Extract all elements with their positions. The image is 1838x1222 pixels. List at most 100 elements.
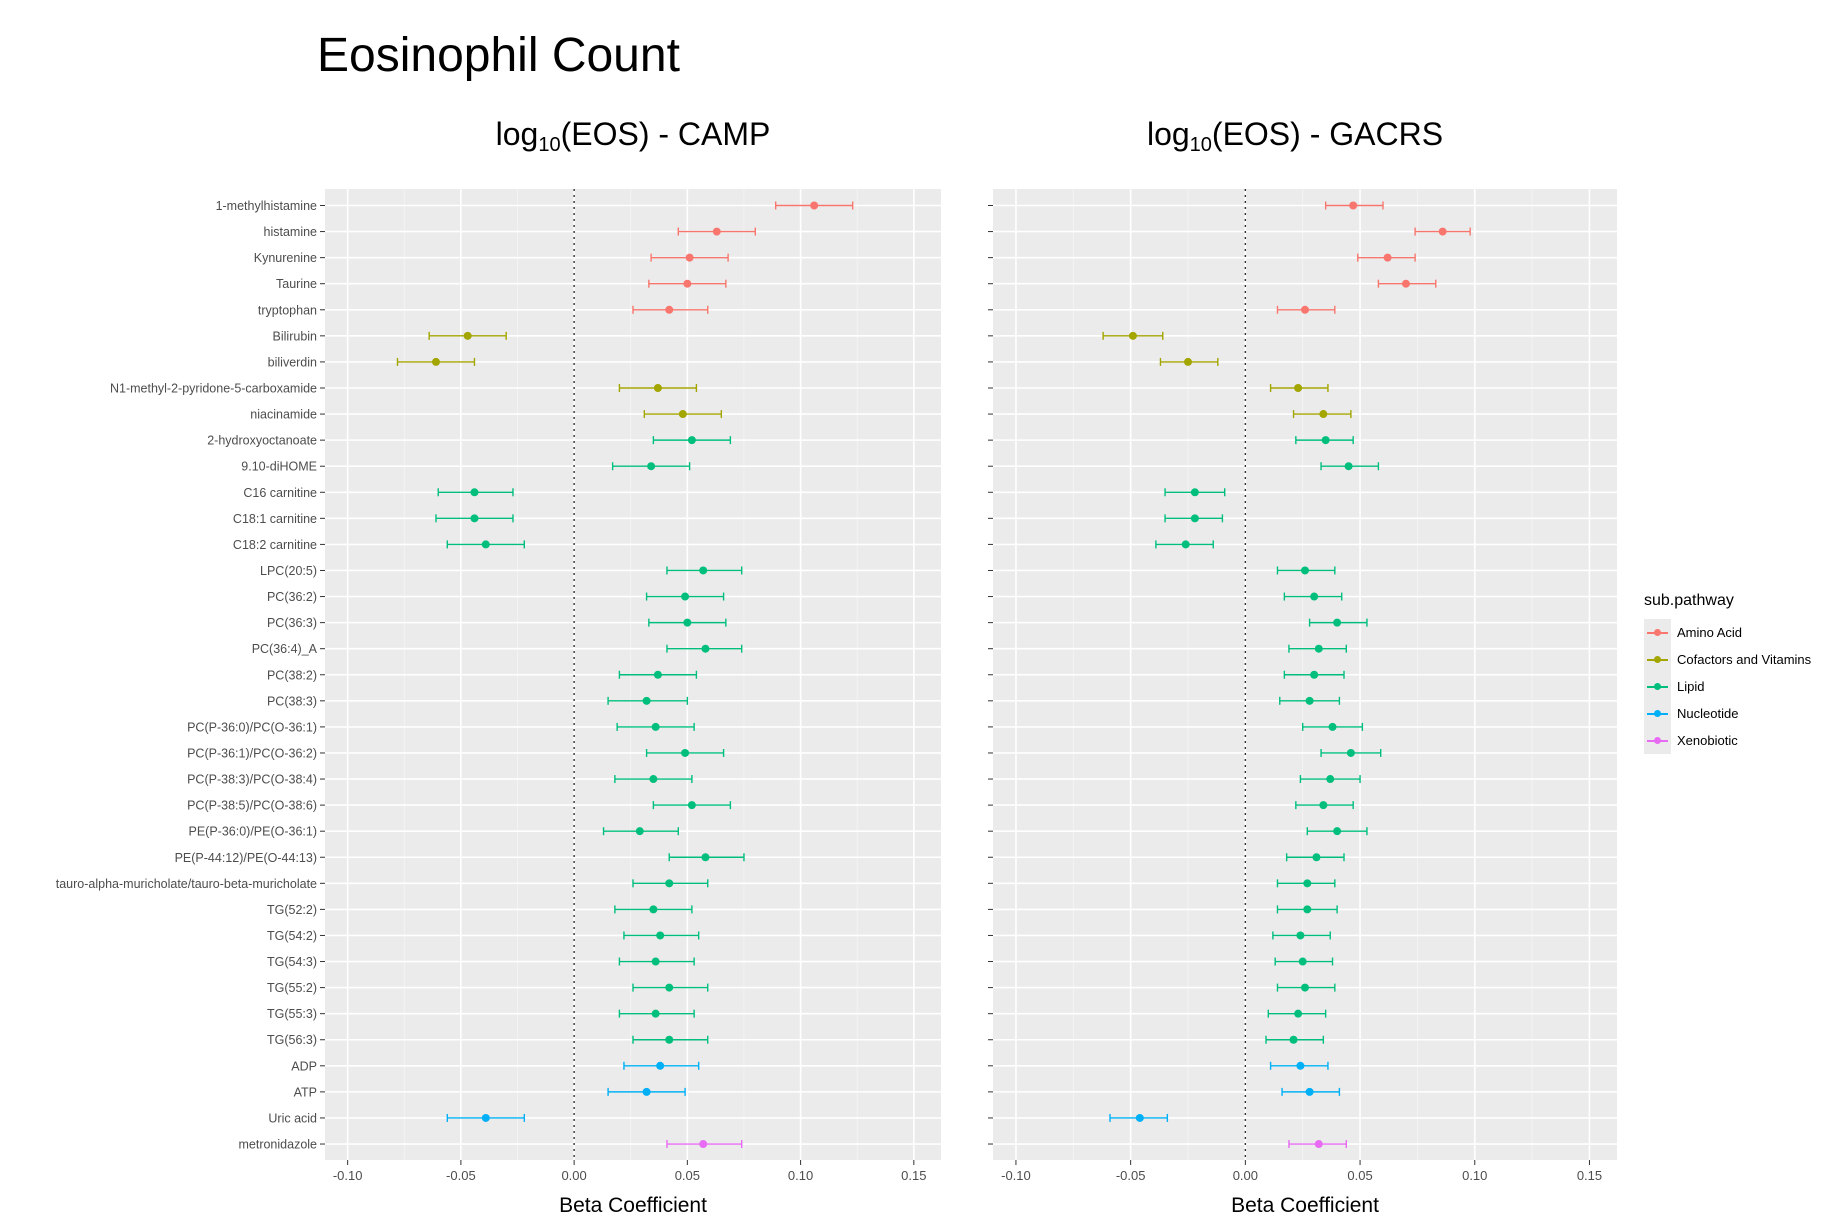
point-estimate	[431, 357, 440, 366]
y-tick-label: histamine	[264, 225, 318, 239]
point-estimate	[651, 1009, 660, 1018]
point-estimate	[1319, 410, 1328, 419]
point-estimate	[1289, 1035, 1298, 1044]
x-tick-label: -0.05	[446, 1168, 476, 1183]
x-tick-label: -0.10	[1001, 1168, 1031, 1183]
x-tick-label: 0.05	[675, 1168, 700, 1183]
x-tick-label: 0.05	[1347, 1168, 1372, 1183]
point-estimate	[1346, 748, 1355, 757]
x-tick-label: 0.00	[1233, 1168, 1258, 1183]
point-estimate	[1190, 488, 1199, 497]
point-estimate	[470, 488, 479, 497]
legend-label: Xenobiotic	[1677, 733, 1738, 748]
x-axis-label: Beta Coefficient	[559, 1194, 707, 1217]
legend-item: Nucleotide	[1644, 700, 1811, 727]
legend-item: Cofactors and Vitamins	[1644, 646, 1811, 673]
point-estimate	[1190, 514, 1199, 523]
panel-title-camp-subscript: 10	[538, 134, 561, 156]
point-estimate	[1326, 775, 1335, 784]
point-estimate	[1296, 931, 1305, 940]
point-estimate	[653, 383, 662, 392]
point-estimate	[681, 592, 690, 601]
point-estimate	[651, 957, 660, 966]
y-tick-label: C18:1 carnitine	[233, 512, 317, 526]
point-estimate	[1333, 618, 1342, 627]
point-estimate	[1303, 905, 1312, 914]
x-tick-label: -0.10	[333, 1168, 363, 1183]
y-tick-label: TG(54:2)	[267, 929, 317, 943]
y-tick-label: PC(36:2)	[267, 590, 317, 604]
legend-key	[1644, 673, 1671, 700]
y-tick-label: biliverdin	[268, 355, 317, 369]
point-estimate	[470, 514, 479, 523]
y-tick-label: Taurine	[276, 277, 317, 291]
point-estimate	[665, 879, 674, 888]
point-estimate	[1294, 383, 1303, 392]
legend-title: sub.pathway	[1644, 592, 1734, 609]
point-estimate	[681, 748, 690, 757]
y-tick-label: C18:2 carnitine	[233, 538, 317, 552]
point-estimate	[678, 410, 687, 419]
legend-label: Cofactors and Vitamins	[1677, 652, 1812, 667]
y-tick-label: PE(P-44:12)/PE(O-44:13)	[175, 851, 317, 865]
point-estimate	[463, 331, 472, 340]
point-estimate	[1438, 227, 1447, 236]
panel-title-gacrs: log10(EOS) - GACRS	[985, 116, 1605, 157]
point-estimate	[1305, 696, 1314, 705]
point-estimate	[635, 827, 644, 836]
x-tick-label: 0.00	[561, 1168, 586, 1183]
point-estimate	[701, 644, 710, 653]
point-estimate	[1314, 644, 1323, 653]
point-estimate	[1303, 879, 1312, 888]
point-estimate	[1135, 1113, 1144, 1122]
legend-item: Xenobiotic	[1644, 727, 1811, 754]
y-tick-label: 1-methylhistamine	[216, 199, 317, 213]
point-estimate	[656, 1061, 665, 1070]
y-tick-label: ATP	[294, 1085, 317, 1099]
point-estimate	[1312, 853, 1321, 862]
point-estimate	[649, 905, 658, 914]
y-tick-label: tauro-alpha-muricholate/tauro-beta-muric…	[56, 877, 317, 891]
panel-title-camp: log10(EOS) - CAMP	[323, 116, 943, 157]
point-estimate	[1184, 357, 1192, 366]
point-estimate	[1181, 540, 1190, 549]
point-estimate	[1333, 827, 1342, 836]
panel-title-camp-suffix: (EOS) - CAMP	[560, 116, 771, 152]
legend-key-dot	[1654, 737, 1661, 744]
point-estimate	[1401, 279, 1410, 288]
y-tick-label: tryptophan	[258, 303, 317, 317]
x-tick-label: -0.05	[1116, 1168, 1146, 1183]
point-estimate	[687, 436, 696, 445]
point-estimate	[1301, 305, 1309, 314]
point-estimate	[1321, 436, 1330, 445]
point-estimate	[687, 801, 696, 810]
legend-key	[1644, 619, 1671, 646]
y-tick-label: TG(55:2)	[267, 981, 317, 995]
point-estimate	[1301, 566, 1309, 575]
x-tick-label: 0.10	[788, 1168, 813, 1183]
point-estimate	[665, 983, 674, 992]
point-estimate	[642, 1087, 651, 1096]
y-tick-label: PC(P-36:0)/PC(O-36:1)	[187, 720, 317, 734]
point-estimate	[653, 670, 662, 679]
y-tick-label: C16 carnitine	[243, 486, 317, 500]
point-estimate	[1301, 983, 1309, 992]
y-tick-label: TG(56:3)	[267, 1033, 317, 1047]
point-estimate	[1294, 1009, 1303, 1018]
legend-item: Lipid	[1644, 673, 1811, 700]
point-estimate	[699, 566, 708, 575]
legend-label: Amino Acid	[1677, 625, 1743, 640]
point-estimate	[701, 853, 710, 862]
y-tick-label: TG(55:3)	[267, 1007, 317, 1021]
point-estimate	[810, 201, 819, 210]
point-estimate	[1298, 957, 1307, 966]
y-tick-label: TG(54:3)	[267, 955, 317, 969]
figure-title: Eosinophil Count	[317, 29, 680, 82]
point-estimate	[1383, 253, 1392, 262]
point-estimate	[642, 696, 651, 705]
x-axis-label: Beta Coefficient	[1231, 1194, 1379, 1217]
y-tick-label: niacinamide	[250, 408, 317, 422]
y-tick-label: Uric acid	[268, 1111, 317, 1125]
legend-key	[1644, 646, 1671, 673]
